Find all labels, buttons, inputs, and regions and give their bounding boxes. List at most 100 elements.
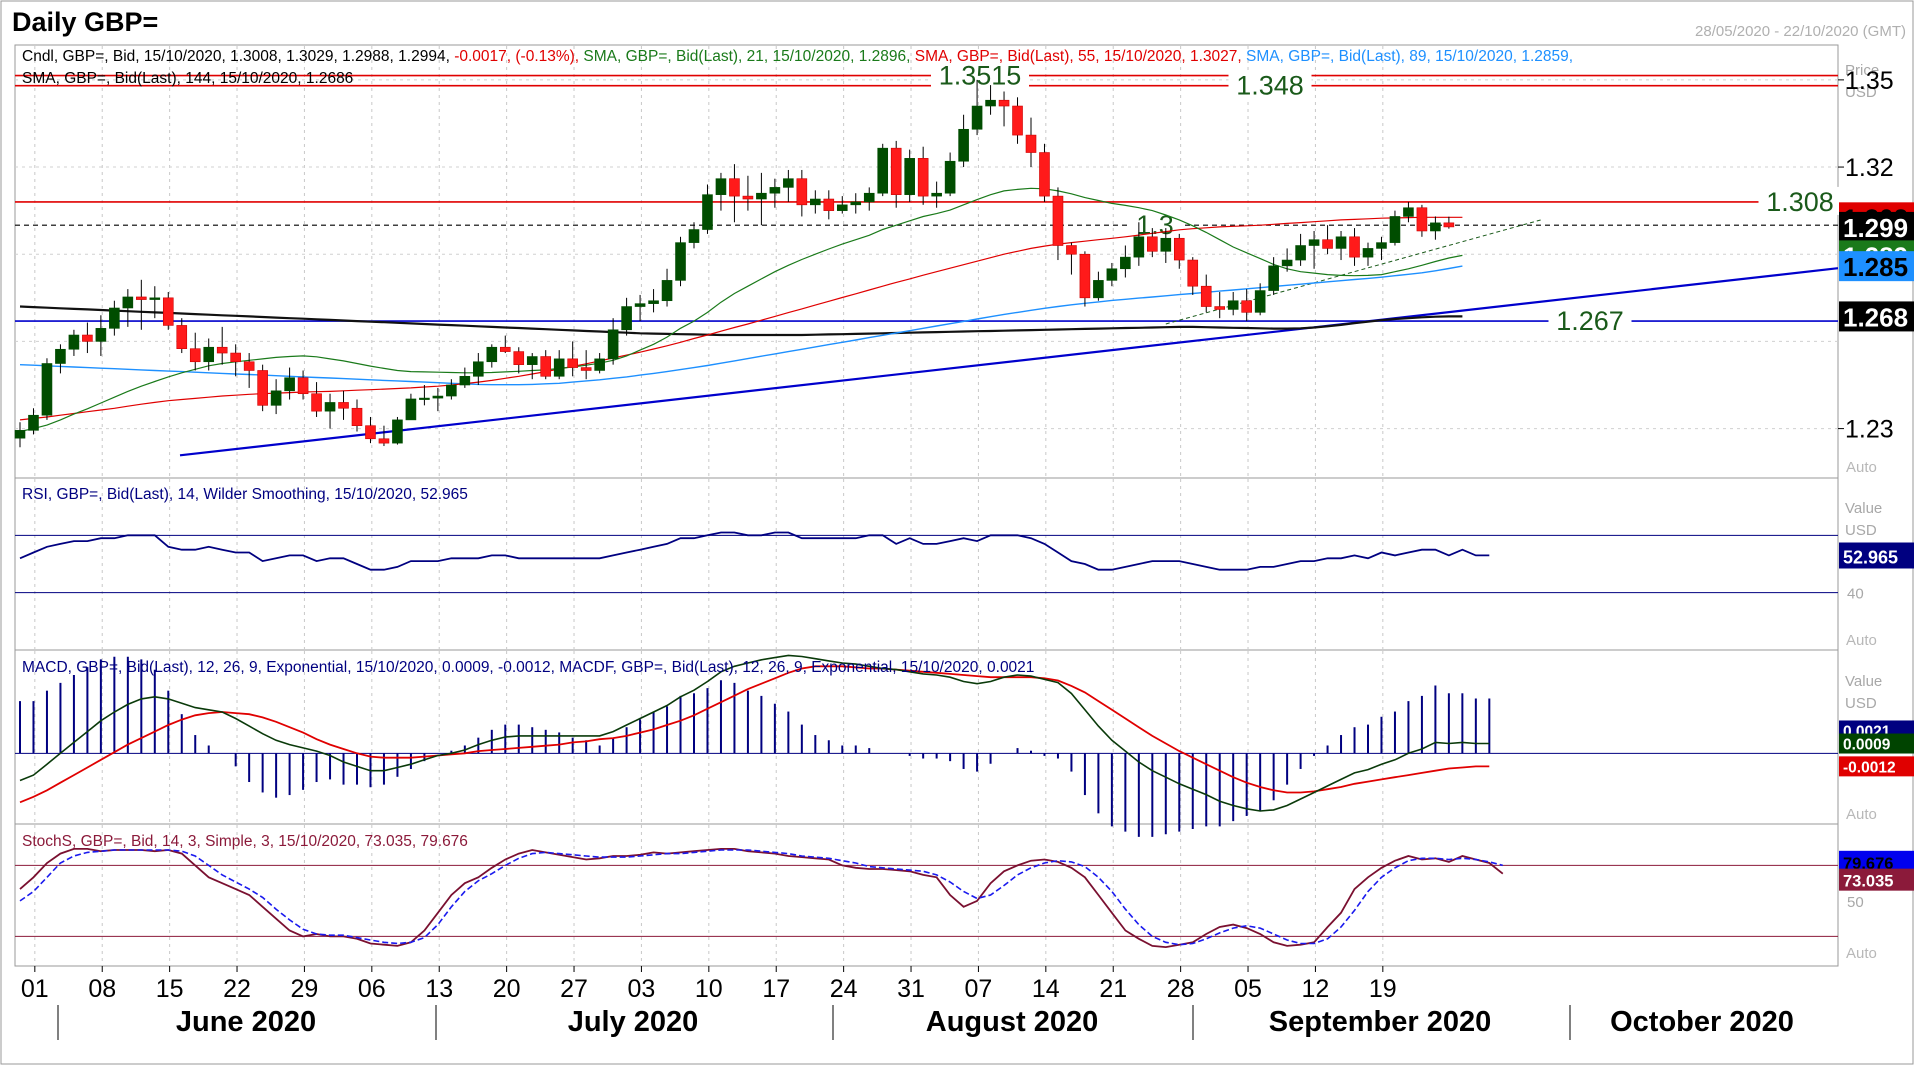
stoch-auto-label: Auto <box>1846 945 1877 962</box>
candle-body <box>1376 242 1387 249</box>
candle-body <box>216 346 228 354</box>
candle-body <box>486 346 498 363</box>
candle-body <box>473 361 484 377</box>
date-tick-label: 12 <box>1302 975 1330 1003</box>
stoch-badge <box>1839 850 1914 873</box>
candle-body <box>136 296 147 300</box>
candle-body <box>553 358 565 377</box>
candle-body <box>324 402 336 412</box>
candle-body <box>109 307 120 329</box>
candle-body <box>122 296 134 309</box>
candle-body <box>661 280 673 302</box>
candle-body <box>931 192 942 197</box>
candle-body <box>1052 195 1064 246</box>
date-tick-label: 21 <box>1099 975 1127 1003</box>
macd-line <box>19 654 1490 812</box>
candle-body <box>1160 237 1172 252</box>
candle-body <box>863 192 875 203</box>
price-badge <box>1839 251 1914 282</box>
stoch-tick-label: 50 <box>1847 894 1864 911</box>
macd-badge <box>1839 756 1914 777</box>
date-range: 28/05/2020 - 22/10/2020 (GMT) <box>1695 23 1906 40</box>
candle-body <box>432 395 444 399</box>
candle-body <box>1173 237 1185 261</box>
candle-body <box>82 334 93 342</box>
month-label: September 2020 <box>1269 1006 1491 1038</box>
macd-badge-label: -0.0012 <box>1843 759 1896 776</box>
candle-body <box>971 105 983 130</box>
candle-body <box>810 198 821 206</box>
candle-body <box>526 356 538 365</box>
candle-body <box>890 147 902 195</box>
chart-labels: Daily GBP= 28/05/2020 - 22/10/2020 (GMT) <box>12 7 1906 40</box>
macd-signal-line <box>19 665 1490 804</box>
candle-body <box>1200 285 1212 307</box>
candle-body <box>621 306 632 331</box>
candle-body <box>162 297 174 326</box>
candle-body <box>243 361 255 371</box>
level-label-bg <box>1228 70 1312 99</box>
macd-badge <box>1839 733 1914 754</box>
date-tick-label: 01 <box>21 975 49 1003</box>
candle-body <box>836 204 848 211</box>
candle-body <box>297 377 309 395</box>
price-tick-label: 1.35 <box>1845 67 1894 95</box>
month-label: July 2020 <box>568 1006 699 1038</box>
candle-body <box>702 194 713 230</box>
stoch-k-line <box>19 848 1504 949</box>
level-label: 1.308 <box>1766 187 1834 217</box>
date-tick-label: 07 <box>965 975 993 1003</box>
date-tick-label: 14 <box>1032 975 1060 1003</box>
rsi-auto-label: Auto <box>1846 632 1877 649</box>
macd-legend: MACD, GBP=, Bid(Last), 12, 26, 9, Expone… <box>22 659 1034 676</box>
macd-axis-title: Value <box>1845 673 1882 690</box>
candle-body <box>648 300 659 304</box>
candle-body <box>783 178 794 188</box>
price-badge-label: 1.299 <box>1843 213 1908 243</box>
candle-body <box>1281 259 1293 267</box>
macd-panel[interactable]: MACD, GBP=, Bid(Last), 12, 26, 9, Expone… <box>15 654 1914 837</box>
candle-body <box>580 367 592 371</box>
candle-body <box>1403 207 1414 217</box>
candle-body <box>756 192 767 200</box>
month-label: October 2020 <box>1610 1006 1794 1038</box>
panel-border-2 <box>14 649 1839 825</box>
candle-body <box>1254 290 1266 313</box>
candle-body <box>1241 300 1252 313</box>
candle-body <box>1349 236 1360 258</box>
sma144-line <box>19 305 1463 337</box>
level-label-bg <box>1758 186 1842 215</box>
candle-body <box>1268 265 1279 291</box>
legend-segment: SMA, GBP=, Bid(Last), 21, 15/10/2020, 1.… <box>583 48 914 65</box>
rsi-line <box>19 531 1490 571</box>
price-axis-title: Price <box>1845 62 1879 79</box>
panel-border-0 <box>14 44 1839 479</box>
date-tick-label: 27 <box>560 975 588 1003</box>
candle-body <box>998 99 1010 107</box>
candle-body <box>944 160 956 194</box>
candle-body <box>567 358 578 368</box>
price-panel[interactable]: 1.3515 1.348 1.308 1.3 1.267 Cndl, GBP=, Bid,… <box>14 48 1914 476</box>
candle-body <box>203 346 215 363</box>
candle-body <box>28 414 39 431</box>
candle-body <box>14 430 26 439</box>
rsi-panel[interactable]: RSI, GBP=, Bid(Last), 14, Wilder Smoothi… <box>15 486 1914 649</box>
legend-segment: SMA, GBP=, Bid(Last), 144, 15/10/2020, 1… <box>22 70 353 87</box>
date-tick-label: 17 <box>762 975 790 1003</box>
legend-segment: Cndl, GBP=, Bid, 15/10/2020, 1.3008, 1.3… <box>22 48 454 65</box>
candle-body <box>513 351 525 365</box>
candle-body <box>850 201 862 206</box>
price-badge <box>1839 301 1914 332</box>
candle-body <box>675 242 686 281</box>
date-tick-label: 13 <box>425 975 453 1003</box>
candle-body <box>715 178 727 195</box>
stochastic-panel[interactable]: StochS, GBP=, Bid, 14, 3, Simple, 3, 15/… <box>15 833 1914 962</box>
candle-body <box>499 346 511 352</box>
candle-body <box>540 356 552 377</box>
candle-body <box>607 329 619 360</box>
candle-body <box>688 229 700 243</box>
candle-body <box>1012 105 1023 136</box>
